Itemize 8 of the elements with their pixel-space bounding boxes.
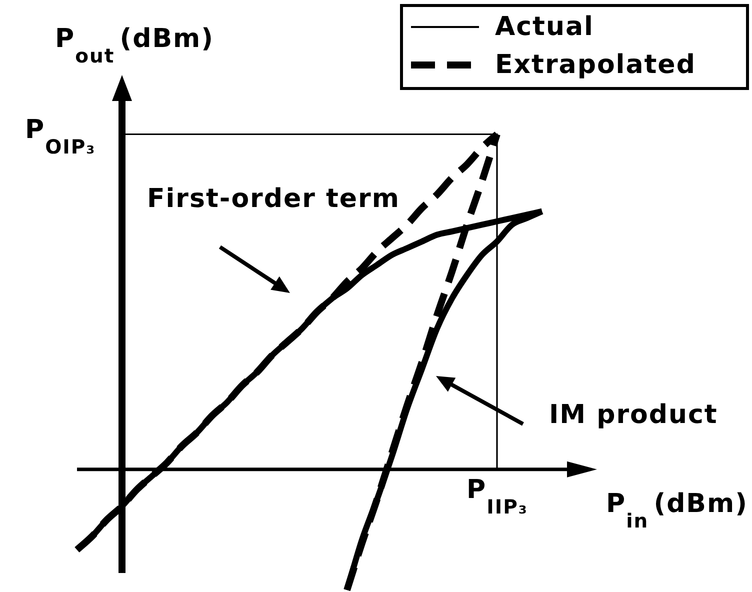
annotation: First-order term: [147, 184, 400, 214]
x-axis-title: P$_{in}$ (dBm): [606, 489, 748, 533]
ref-line-label: P$_{OIP₃}$: [25, 115, 96, 159]
annotation: P$_{IIP₃}$: [466, 475, 528, 519]
annotation: IM product: [549, 400, 718, 430]
y-axis-title: P$_{out}$ (dBm): [55, 24, 214, 68]
legend-label: Actual: [495, 12, 594, 42]
legend-label: Extrapolated: [495, 50, 696, 80]
